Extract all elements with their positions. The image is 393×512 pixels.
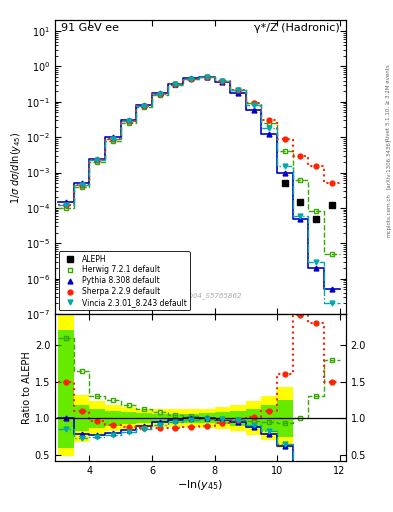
Pythia 8.308 default: [126, 117, 131, 123]
Line: Herwig 7.2.1 default: Herwig 7.2.1 default: [64, 75, 334, 257]
Vincia 2.3.01_8.243 default: [189, 76, 193, 82]
Pythia 8.308 default: [64, 199, 68, 205]
Vincia 2.3.01_8.243 default: [126, 118, 131, 124]
Vincia 2.3.01_8.243 default: [314, 259, 318, 265]
Pythia 8.308 default: [314, 265, 318, 271]
Y-axis label: Ratio to ALEPH: Ratio to ALEPH: [22, 351, 32, 424]
Pythia 8.308 default: [142, 102, 147, 109]
Vincia 2.3.01_8.243 default: [110, 136, 115, 142]
Legend: ALEPH, Herwig 7.2.1 default, Pythia 8.308 default, Sherpa 2.2.9 default, Vincia : ALEPH, Herwig 7.2.1 default, Pythia 8.30…: [59, 251, 190, 310]
Herwig 7.2.1 default: [235, 87, 240, 93]
X-axis label: $-\ln(y_{45})$: $-\ln(y_{45})$: [177, 478, 224, 493]
Line: Vincia 2.3.01_8.243 default: Vincia 2.3.01_8.243 default: [64, 75, 334, 306]
Line: ALEPH: ALEPH: [282, 180, 334, 221]
ALEPH: [329, 202, 334, 208]
Y-axis label: $1/\sigma\;d\sigma/d\ln(y_{45})$: $1/\sigma\;d\sigma/d\ln(y_{45})$: [9, 131, 23, 203]
Sherpa 2.2.9 default: [235, 87, 240, 93]
Vincia 2.3.01_8.243 default: [235, 88, 240, 94]
Text: ALEPH_2004_S5765862: ALEPH_2004_S5765862: [159, 292, 242, 300]
Herwig 7.2.1 default: [126, 120, 131, 126]
Vincia 2.3.01_8.243 default: [158, 91, 162, 97]
ALEPH: [298, 199, 303, 205]
Sherpa 2.2.9 default: [251, 99, 256, 105]
Pythia 8.308 default: [189, 75, 193, 81]
Sherpa 2.2.9 default: [158, 91, 162, 97]
Vincia 2.3.01_8.243 default: [220, 78, 225, 84]
Vincia 2.3.01_8.243 default: [79, 182, 84, 188]
Sherpa 2.2.9 default: [142, 103, 147, 110]
Pythia 8.308 default: [267, 132, 272, 138]
Herwig 7.2.1 default: [220, 78, 225, 84]
Text: Rivet 3.1.10, ≥ 3.2M events: Rivet 3.1.10, ≥ 3.2M events: [386, 64, 391, 141]
Pythia 8.308 default: [79, 180, 84, 186]
Sherpa 2.2.9 default: [64, 202, 68, 208]
Pythia 8.308 default: [235, 90, 240, 96]
Sherpa 2.2.9 default: [79, 182, 84, 188]
Herwig 7.2.1 default: [79, 184, 84, 190]
Pythia 8.308 default: [220, 79, 225, 86]
Pythia 8.308 default: [329, 286, 334, 292]
Pythia 8.308 default: [158, 90, 162, 96]
Pythia 8.308 default: [173, 81, 178, 87]
Vincia 2.3.01_8.243 default: [204, 74, 209, 80]
ALEPH: [283, 180, 287, 186]
Herwig 7.2.1 default: [204, 74, 209, 80]
Text: mcplots.cern.ch: mcplots.cern.ch: [386, 193, 391, 237]
Vincia 2.3.01_8.243 default: [267, 125, 272, 131]
Text: γ*/Z (Hadronic): γ*/Z (Hadronic): [254, 24, 340, 33]
Sherpa 2.2.9 default: [173, 81, 178, 88]
Herwig 7.2.1 default: [251, 100, 256, 106]
Herwig 7.2.1 default: [283, 148, 287, 154]
Vincia 2.3.01_8.243 default: [283, 163, 287, 169]
Pythia 8.308 default: [204, 74, 209, 80]
Sherpa 2.2.9 default: [314, 163, 318, 169]
Sherpa 2.2.9 default: [126, 118, 131, 124]
Herwig 7.2.1 default: [158, 92, 162, 98]
Line: Pythia 8.308 default: Pythia 8.308 default: [64, 75, 334, 292]
Vincia 2.3.01_8.243 default: [173, 81, 178, 88]
Vincia 2.3.01_8.243 default: [298, 212, 303, 219]
Line: Sherpa 2.2.9 default: Sherpa 2.2.9 default: [64, 75, 334, 207]
Herwig 7.2.1 default: [314, 208, 318, 215]
Vincia 2.3.01_8.243 default: [95, 157, 99, 163]
Vincia 2.3.01_8.243 default: [251, 102, 256, 109]
Herwig 7.2.1 default: [329, 251, 334, 257]
Sherpa 2.2.9 default: [189, 76, 193, 82]
Pythia 8.308 default: [95, 156, 99, 162]
Sherpa 2.2.9 default: [267, 117, 272, 123]
Vincia 2.3.01_8.243 default: [142, 103, 147, 110]
Text: 91 GeV ee: 91 GeV ee: [61, 24, 119, 33]
Sherpa 2.2.9 default: [283, 136, 287, 142]
ALEPH: [314, 216, 318, 222]
Herwig 7.2.1 default: [173, 82, 178, 88]
Sherpa 2.2.9 default: [220, 78, 225, 84]
Sherpa 2.2.9 default: [95, 157, 99, 163]
Herwig 7.2.1 default: [142, 104, 147, 111]
Herwig 7.2.1 default: [189, 76, 193, 82]
Sherpa 2.2.9 default: [204, 74, 209, 80]
Vincia 2.3.01_8.243 default: [329, 301, 334, 307]
Herwig 7.2.1 default: [110, 138, 115, 144]
Pythia 8.308 default: [251, 106, 256, 113]
Pythia 8.308 default: [283, 169, 287, 176]
Sherpa 2.2.9 default: [298, 153, 303, 159]
Sherpa 2.2.9 default: [110, 136, 115, 142]
Herwig 7.2.1 default: [95, 159, 99, 165]
Pythia 8.308 default: [298, 216, 303, 222]
Herwig 7.2.1 default: [64, 205, 68, 211]
Herwig 7.2.1 default: [267, 120, 272, 126]
Pythia 8.308 default: [110, 134, 115, 140]
Sherpa 2.2.9 default: [329, 180, 334, 186]
Herwig 7.2.1 default: [298, 177, 303, 183]
Vincia 2.3.01_8.243 default: [64, 202, 68, 208]
Text: [arXiv:1306.3436]: [arXiv:1306.3436]: [386, 139, 391, 189]
